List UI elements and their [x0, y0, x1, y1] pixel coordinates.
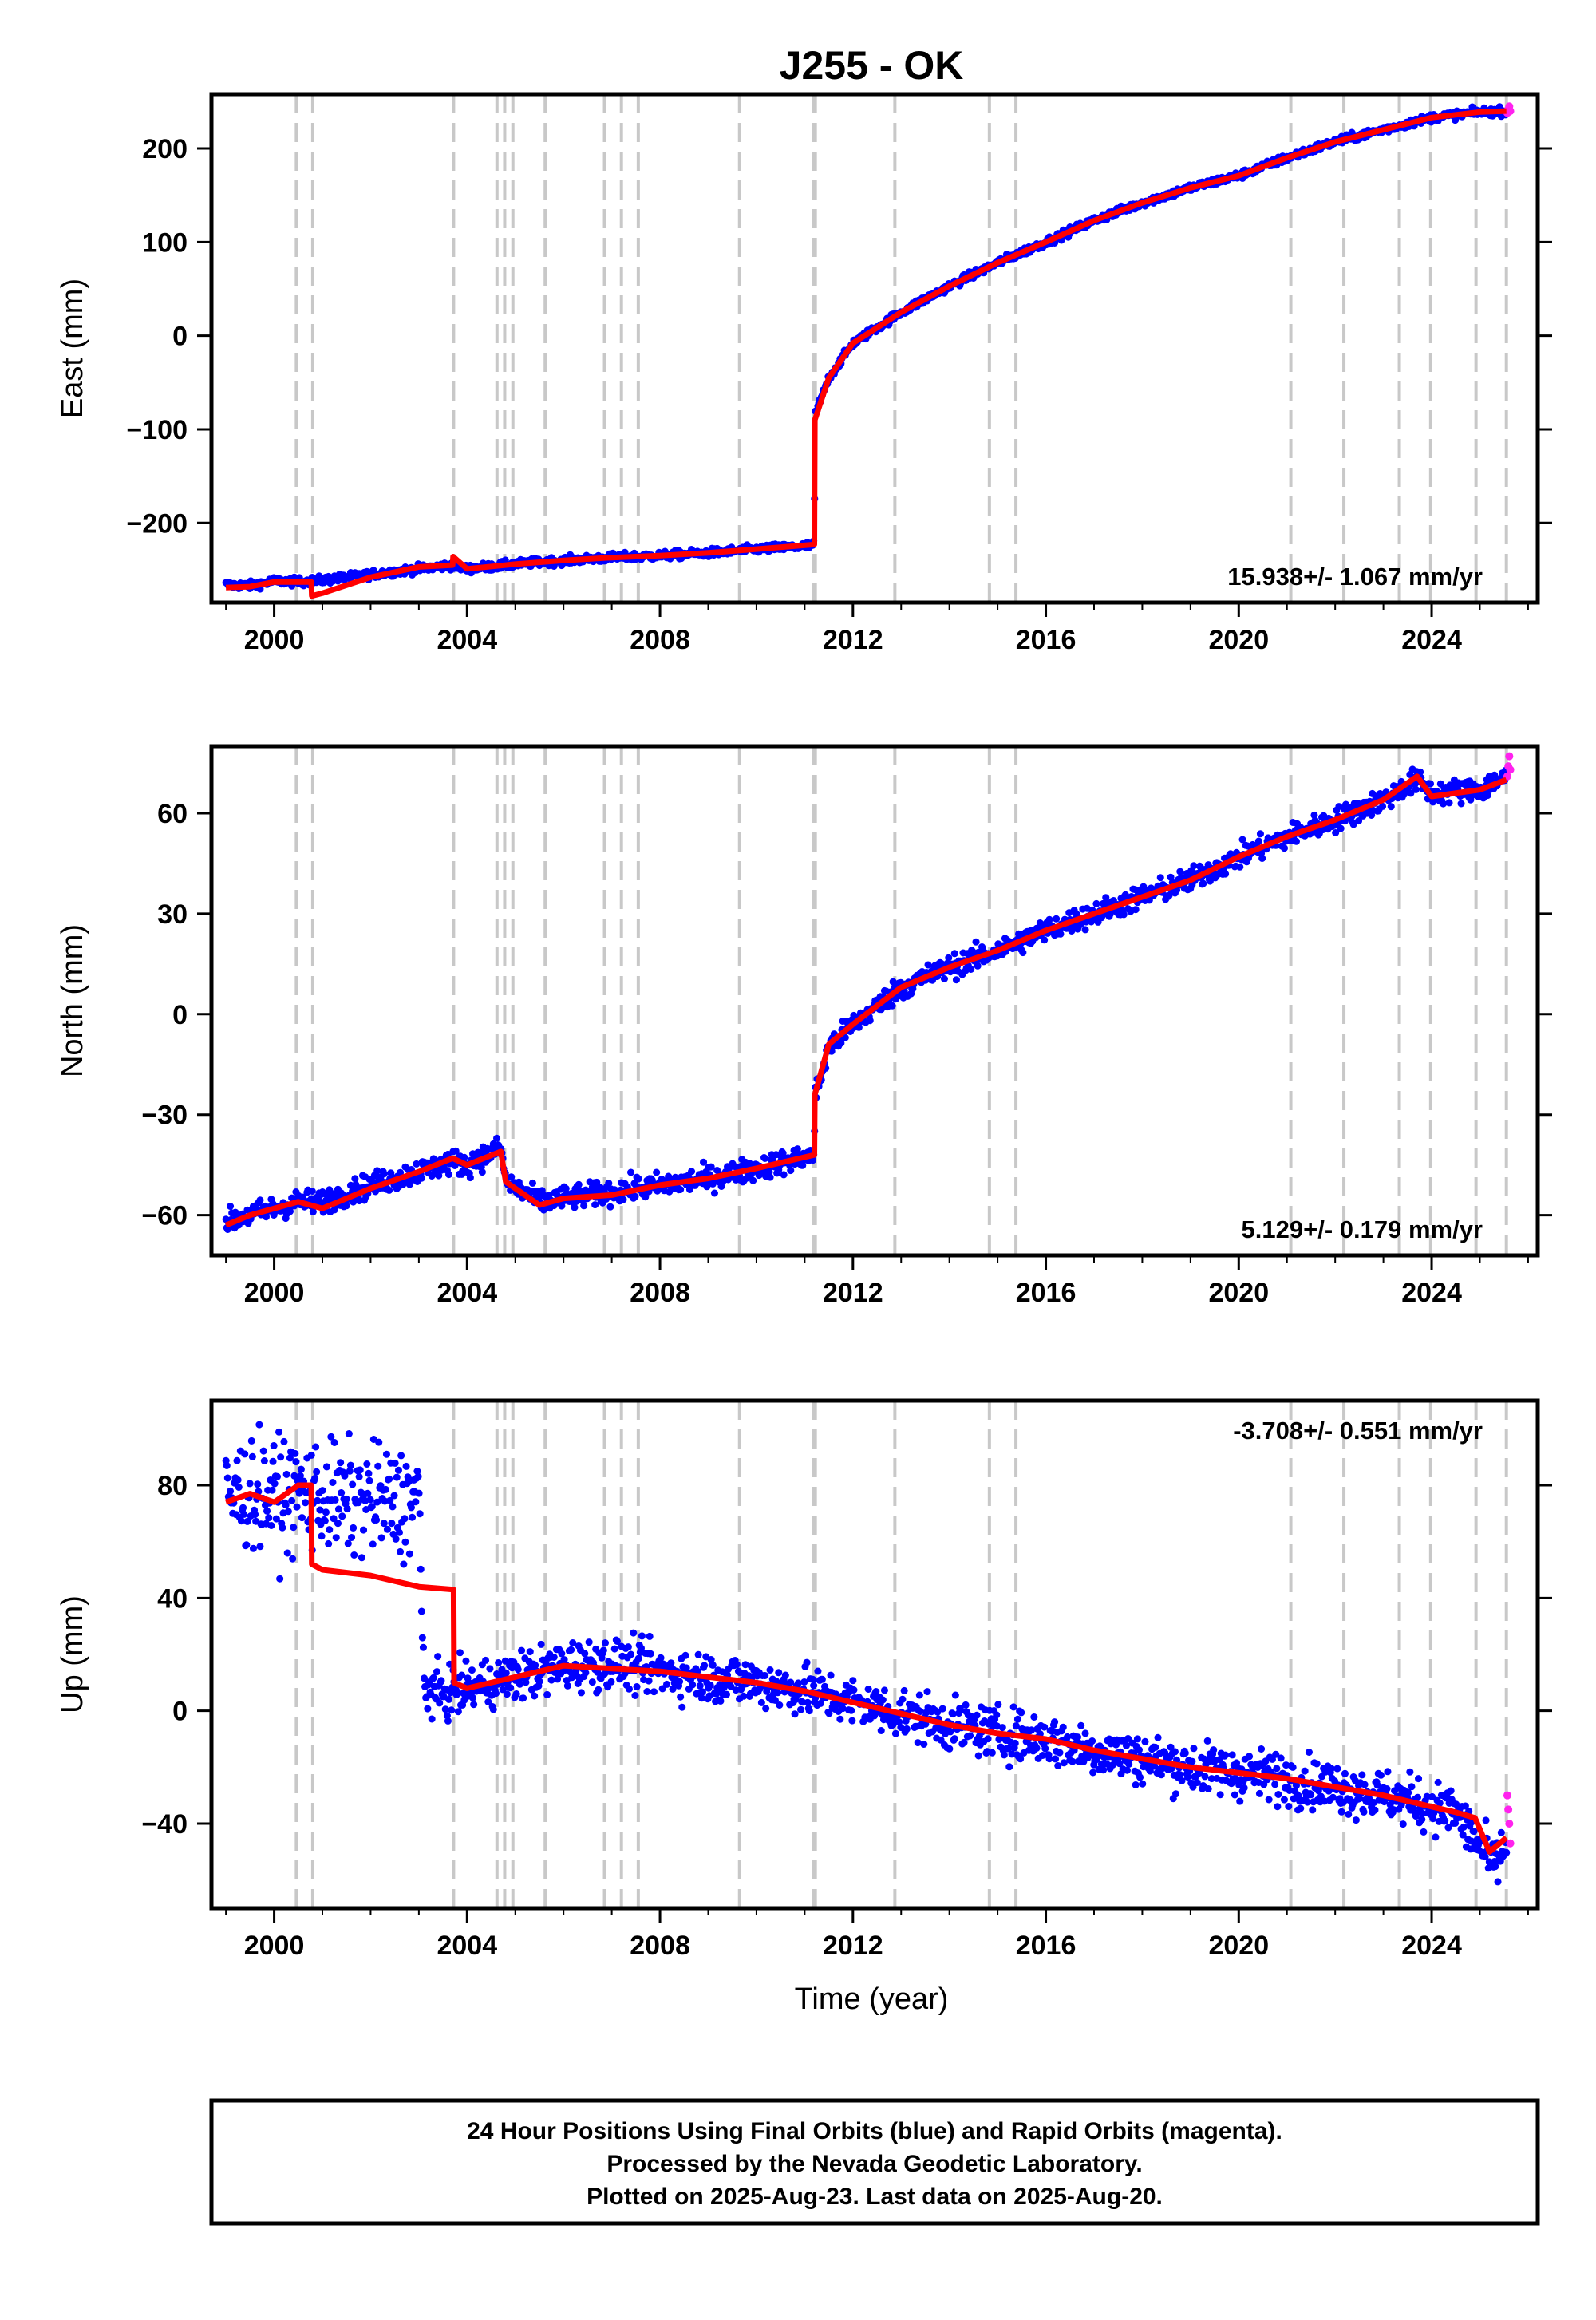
- rapid-orbit-point: [1505, 752, 1514, 761]
- x-tick-label: 2004: [437, 625, 497, 655]
- y-tick-label: 100: [142, 227, 188, 258]
- rapid-orbit-point: [1505, 1820, 1514, 1828]
- panel-frame: [209, 744, 1540, 1258]
- panel-east: −200 −100 0 100 200 2000 2004 2008 2012 2016 2020 2…: [56, 92, 1552, 655]
- x-tick-label: 2012: [823, 1278, 883, 1308]
- y-tick-label: 40: [157, 1583, 188, 1614]
- caption-line-3: Plotted on 2025-Aug-23. Last data on 202…: [587, 2184, 1163, 2210]
- rapid-orbit-point: [1506, 765, 1515, 774]
- rate-label: -3.708+/- 0.551 mm/yr: [1233, 1417, 1483, 1445]
- x-tick-label: 2008: [630, 1931, 690, 1961]
- x-tick-label: 2004: [437, 1931, 497, 1961]
- x-tick-label: 2016: [1016, 1931, 1077, 1961]
- model-line: [225, 108, 1507, 599]
- x-tick-label: 2008: [630, 1278, 690, 1308]
- caption-line-1: 24 Hour Positions Using Final Orbits (bl…: [467, 2118, 1282, 2144]
- x-tick-label: 2020: [1208, 1278, 1269, 1308]
- rapid-orbit-point: [1503, 1791, 1511, 1800]
- caption-box: [209, 2098, 1540, 2226]
- y-axis-label: North (mm): [56, 924, 89, 1077]
- x-tick-label: 2000: [244, 1931, 305, 1961]
- x-tick-label: 2012: [823, 1931, 883, 1961]
- y-axis-label: Up (mm): [56, 1595, 89, 1713]
- rapid-orbit-point: [1506, 1839, 1515, 1848]
- plot-area: [222, 1401, 1515, 1908]
- y-axis-label: East (mm): [56, 279, 89, 418]
- final-orbits-points: [222, 103, 1511, 593]
- y-tick-label: −200: [126, 508, 188, 539]
- x-tick-label: 2016: [1016, 625, 1077, 655]
- panel-frame: [209, 92, 1540, 605]
- x-tick-label: 2020: [1208, 1931, 1269, 1961]
- rapid-orbit-point: [1504, 1805, 1513, 1814]
- panel-up: −40 0 40 80 2000 2004 2008 2012 2016 2020 2024 Up (…: [56, 1398, 1552, 1961]
- y-tick-label: 0: [172, 322, 188, 352]
- model-line: [224, 1482, 1508, 1855]
- model-line: [224, 773, 1507, 1228]
- x-axis-label: Time (year): [795, 1982, 949, 2016]
- y-tick-label: 0: [172, 1000, 188, 1030]
- x-tick-label: 2000: [244, 1278, 305, 1308]
- rapid-orbit-point: [1506, 107, 1515, 116]
- y-tick-label: 60: [157, 799, 188, 829]
- plot-area: [222, 94, 1515, 603]
- plot-area: [222, 746, 1515, 1255]
- x-tick-label: 2024: [1401, 1931, 1462, 1961]
- final-orbits-points: [222, 1421, 1511, 1886]
- x-tick-label: 2016: [1016, 1278, 1077, 1308]
- x-tick-label: 2020: [1208, 625, 1269, 655]
- y-tick-label: −40: [141, 1809, 188, 1840]
- x-tick-label: 2008: [630, 625, 690, 655]
- panels: −200 −100 0 100 200 2000 2004 2008 2012 2016 2020 2…: [56, 92, 1552, 1961]
- x-tick-label: 2024: [1401, 625, 1462, 655]
- rate-label: 15.938+/- 1.067 mm/yr: [1227, 563, 1483, 591]
- caption-line-2: Processed by the Nevada Geodetic Laborat…: [606, 2151, 1142, 2177]
- y-tick-label: 0: [172, 1697, 188, 1727]
- panel-north: −60 −30 0 30 60 2000 2004 2008 2012 2016 2020 2024 N…: [56, 744, 1552, 1308]
- x-tick-label: 2024: [1401, 1278, 1462, 1308]
- panel-frame: [209, 1398, 1540, 1911]
- y-tick-label: 80: [157, 1471, 188, 1501]
- y-tick-label: −30: [141, 1101, 188, 1131]
- rate-label: 5.129+/- 0.179 mm/yr: [1242, 1215, 1483, 1243]
- y-tick-label: −100: [126, 415, 188, 445]
- x-tick-label: 2012: [823, 625, 883, 655]
- figure-title: J255 - OK: [780, 43, 964, 88]
- y-tick-label: −60: [141, 1201, 188, 1231]
- y-tick-label: 30: [157, 899, 188, 930]
- x-tick-label: 2004: [437, 1278, 497, 1308]
- y-tick-label: 200: [142, 134, 188, 164]
- x-tick-label: 2000: [244, 625, 305, 655]
- final-orbits-points: [222, 765, 1511, 1233]
